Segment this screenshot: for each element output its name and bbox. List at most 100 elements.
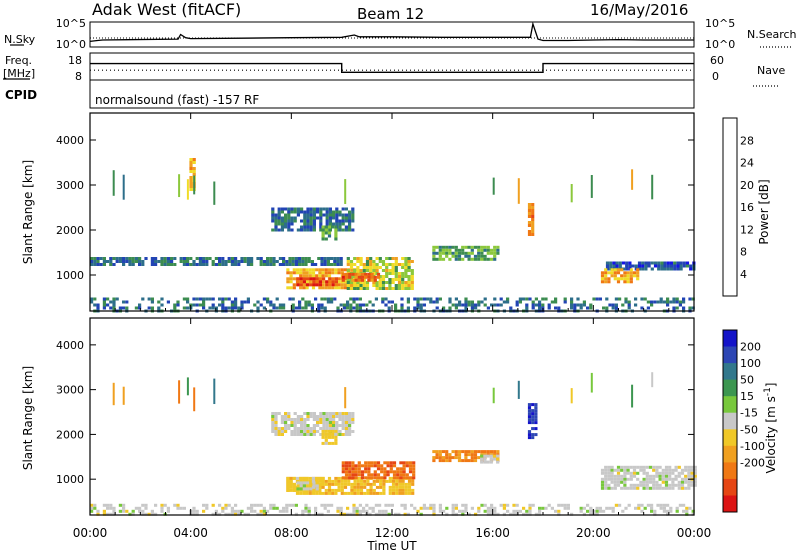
power-cell bbox=[477, 251, 481, 255]
power-cell bbox=[394, 303, 398, 307]
velocity-cell bbox=[661, 471, 665, 475]
time-axis: 00:00 04:00 08:00 12:00 16:00 20:00 00:00 bbox=[73, 113, 711, 540]
power-cell bbox=[218, 303, 222, 307]
power-cell bbox=[310, 306, 314, 310]
power-cell bbox=[259, 257, 263, 260]
velocity-cell bbox=[224, 503, 228, 507]
power-cell bbox=[626, 271, 630, 275]
power-cell bbox=[679, 261, 683, 265]
power-cell bbox=[589, 306, 593, 310]
velocity-cell bbox=[592, 512, 596, 516]
velocity-cell bbox=[682, 509, 686, 513]
velocity-cell bbox=[284, 415, 288, 418]
velocity-cell bbox=[626, 465, 630, 469]
velocity-colorbar-tick: 15 bbox=[740, 390, 754, 403]
velocity-cell bbox=[376, 461, 381, 465]
velocity-cell bbox=[634, 506, 638, 510]
power-cell bbox=[343, 283, 348, 287]
velocity-cell bbox=[328, 418, 332, 421]
velocity-cell bbox=[303, 421, 307, 424]
power-cell bbox=[304, 260, 308, 263]
velocity-cell bbox=[280, 427, 284, 430]
power-cell bbox=[643, 297, 647, 301]
power-cell bbox=[280, 222, 284, 226]
power-colorbar-tick: 16 bbox=[740, 201, 754, 214]
velocity-cell bbox=[364, 464, 368, 468]
power-cell bbox=[397, 278, 402, 281]
power-cell bbox=[356, 287, 360, 290]
power-cell bbox=[332, 216, 336, 220]
power-cell bbox=[357, 275, 361, 279]
power-cell bbox=[419, 306, 423, 310]
velocity-cell bbox=[527, 436, 532, 440]
velocity-cell bbox=[315, 484, 319, 488]
power-cell bbox=[547, 303, 551, 307]
power-cell bbox=[319, 228, 323, 232]
velocity-cell bbox=[662, 503, 666, 507]
power-cell bbox=[607, 271, 611, 275]
power-cell bbox=[282, 263, 286, 266]
velocity-cell bbox=[600, 477, 605, 481]
power-cell bbox=[348, 219, 352, 223]
power-cell bbox=[613, 274, 617, 278]
power-cell bbox=[240, 306, 244, 310]
velocity-cell bbox=[677, 474, 681, 478]
velocity-cell bbox=[611, 509, 615, 513]
velocity-cell bbox=[432, 503, 436, 507]
velocity-cell bbox=[480, 503, 484, 507]
power-cell bbox=[306, 225, 310, 229]
velocity-cell bbox=[639, 483, 643, 487]
velocity-cell bbox=[642, 477, 646, 481]
power-cell bbox=[112, 300, 116, 304]
power-cell bbox=[375, 266, 379, 269]
velocity-cell bbox=[451, 506, 455, 510]
velocity-cell bbox=[354, 470, 358, 474]
velocity-cell bbox=[470, 450, 474, 454]
velocity-cell bbox=[309, 430, 313, 433]
power-cell bbox=[282, 303, 286, 307]
power-cell bbox=[218, 297, 222, 301]
power-cell bbox=[109, 300, 113, 304]
velocity-cell bbox=[483, 457, 487, 461]
velocity-cell bbox=[324, 488, 328, 492]
power-cell bbox=[284, 216, 288, 220]
power-cell bbox=[318, 280, 322, 284]
power-cell bbox=[573, 306, 577, 310]
power-cell bbox=[331, 277, 335, 281]
velocity-cell bbox=[327, 476, 332, 480]
velocity-cell bbox=[668, 468, 672, 472]
power-cell bbox=[378, 266, 382, 269]
power-cell bbox=[306, 213, 310, 217]
power-cell bbox=[346, 269, 350, 272]
velocity-cell bbox=[403, 503, 407, 507]
power-cell bbox=[230, 306, 234, 310]
power-cell bbox=[331, 286, 335, 290]
velocity-cell bbox=[306, 412, 310, 415]
velocity-colorbar-tick: 50 bbox=[740, 374, 754, 387]
power-cell bbox=[650, 303, 654, 307]
power-cell bbox=[636, 274, 640, 278]
velocity-cell bbox=[291, 503, 295, 507]
power-cell bbox=[221, 263, 225, 266]
velocity-cell bbox=[404, 491, 408, 495]
velocity-cell bbox=[230, 512, 234, 516]
velocity-cell bbox=[674, 465, 678, 469]
velocity-cell bbox=[527, 412, 532, 416]
power-cell bbox=[325, 213, 329, 217]
velocity-cell bbox=[295, 491, 300, 495]
velocity-cell bbox=[367, 464, 371, 468]
velocity-cell bbox=[642, 465, 646, 469]
velocity-cell bbox=[448, 456, 452, 460]
power-cell bbox=[454, 303, 458, 307]
power-cell bbox=[477, 303, 481, 307]
velocity-cell bbox=[90, 509, 94, 513]
power-cell bbox=[302, 286, 306, 290]
velocity-cell bbox=[658, 465, 662, 469]
power-cell bbox=[518, 297, 522, 301]
velocity-cell bbox=[296, 430, 300, 433]
velocity-cell bbox=[296, 433, 300, 436]
power-cell bbox=[306, 283, 310, 287]
velocity-cell bbox=[457, 453, 462, 457]
power-cell bbox=[641, 264, 645, 268]
